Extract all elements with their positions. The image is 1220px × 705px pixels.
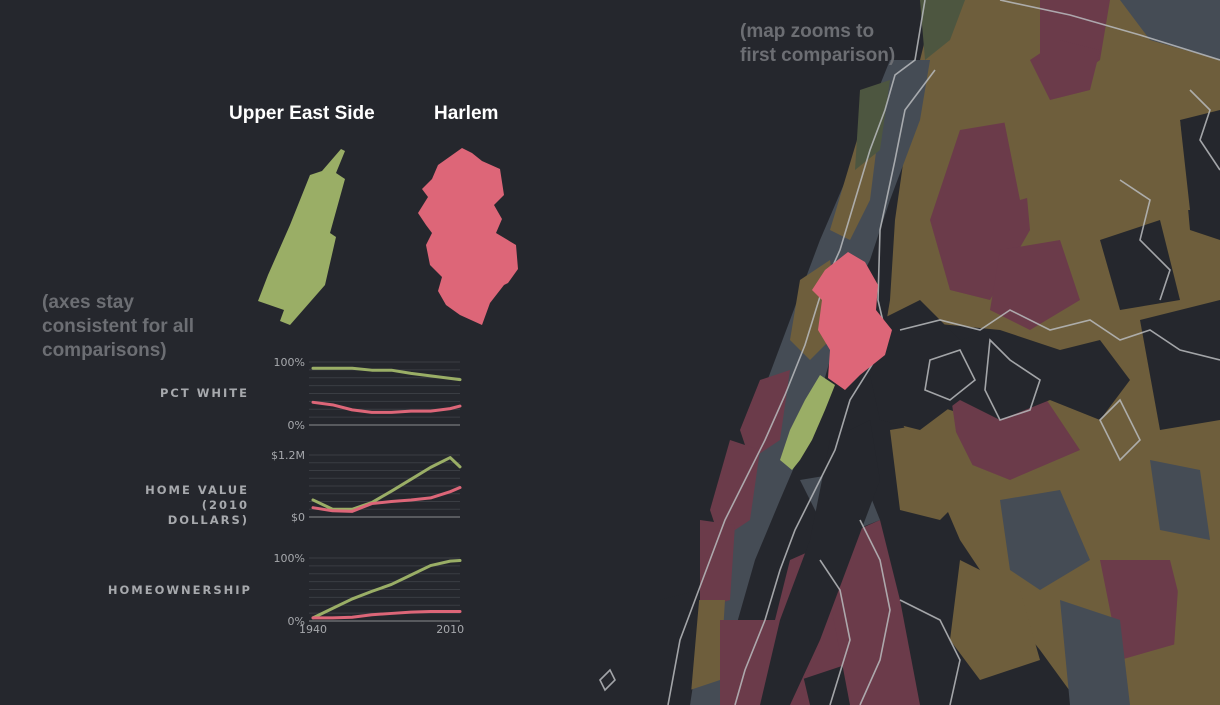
axes-annotation-line3: comparisons) — [42, 340, 167, 361]
series-line-upper-east-side — [311, 559, 462, 620]
map-shorelines — [599, 0, 1220, 705]
y-tick-label: 100% — [274, 356, 305, 369]
series-line-upper-east-side — [311, 456, 462, 511]
map-highlight-harlem — [812, 252, 892, 390]
series-line-harlem — [311, 610, 462, 620]
neighborhood-title-upper-east-side: Upper East Side — [229, 103, 375, 124]
x-tick-label: 2010 — [436, 623, 464, 636]
map-zoom-annotation-line1: (map zooms to — [740, 21, 875, 42]
series-line-harlem — [311, 486, 462, 513]
upper-east-side-shape — [258, 149, 345, 325]
map-highlight-upper-east-side — [780, 375, 835, 470]
map-tract-fill — [660, 0, 1220, 705]
y-tick-label: 0% — [288, 615, 305, 628]
y-tick-label: $0 — [291, 511, 305, 524]
map-zoom-annotation: (map zooms to first comparison) — [740, 20, 895, 68]
axes-annotation: (axes stay consistent for all comparison… — [42, 291, 194, 363]
metric-label-home-value-text: HOME VALUE (2010 DOLLARS) — [145, 483, 249, 527]
series-line-harlem — [311, 400, 462, 414]
axes-annotation-line2: consistent for all — [42, 316, 195, 337]
y-tick-label: 100% — [274, 552, 305, 565]
y-tick-label: 0% — [288, 419, 305, 432]
metric-label-homeownership: HOMEOWNERSHIP — [107, 583, 252, 597]
metric-label-home-value: HOME VALUE (2010 DOLLARS) — [49, 483, 249, 528]
harlem-shape — [418, 148, 518, 325]
map-zoom-annotation-line2: first comparison) — [740, 45, 896, 66]
series-line-upper-east-side — [311, 366, 462, 382]
neighborhood-title-harlem: Harlem — [434, 103, 499, 124]
x-tick-label: 1940 — [299, 623, 327, 636]
axes-annotation-line1: (axes stay — [42, 292, 134, 313]
metric-label-pct-white: PCT WHITE — [159, 386, 249, 400]
y-tick-label: $1.2M — [271, 449, 305, 462]
